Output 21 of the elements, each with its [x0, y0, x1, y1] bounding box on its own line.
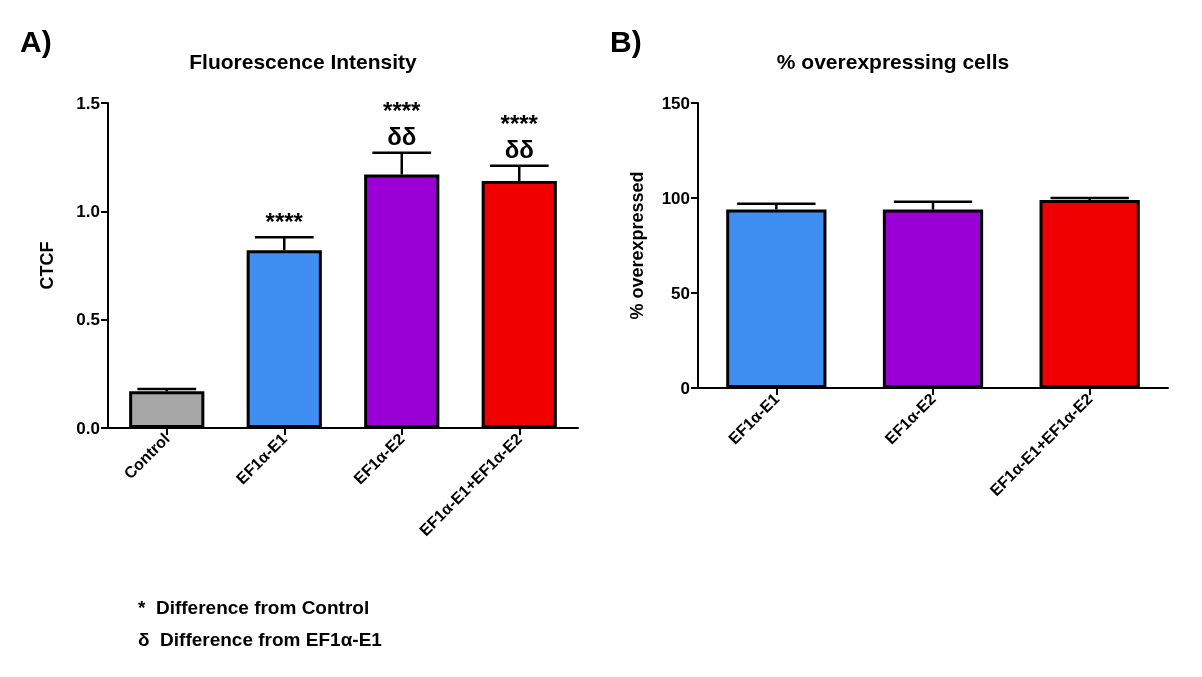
y-axis-title: CTCF [37, 241, 57, 290]
annotation: δδ [504, 136, 534, 164]
y-tick-label: 150 [661, 93, 690, 113]
y-tick-label: 1.0 [76, 201, 100, 221]
text: * Difference from Control [138, 597, 370, 618]
annotation: **** [383, 97, 422, 125]
y-axis-title: % overexpressed [627, 171, 647, 320]
text: δ Difference from EF1α-E1 [138, 629, 383, 650]
annotation: δδ [387, 123, 417, 151]
y-tick-label: 50 [671, 283, 690, 303]
chart-title: % overexpressing cells [776, 50, 1010, 73]
chart-title: Fluorescence Intensity [189, 50, 418, 73]
y-tick-label: 0 [680, 378, 690, 398]
annotation: **** [265, 207, 304, 235]
annotation: **** [500, 110, 539, 138]
y-tick-label: 0.5 [76, 310, 100, 330]
y-tick-label: 100 [661, 188, 690, 208]
text: A) [20, 24, 52, 58]
y-tick-label: 0.0 [76, 418, 100, 438]
text: B) [610, 24, 642, 58]
y-tick-label: 1.5 [76, 93, 100, 113]
